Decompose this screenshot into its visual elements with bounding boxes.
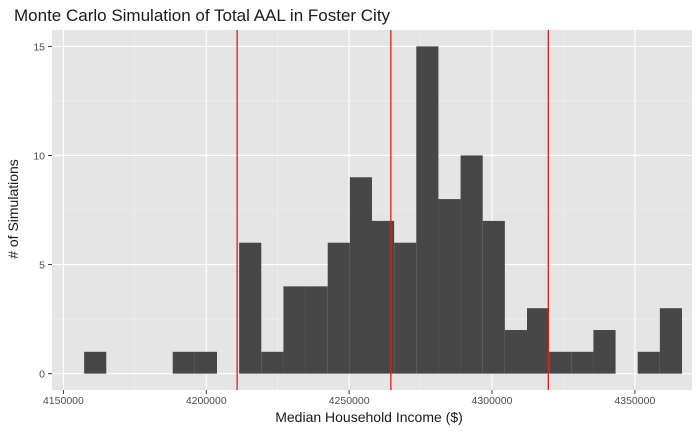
- histogram-bar: [261, 351, 284, 374]
- histogram-bars: [84, 46, 682, 374]
- histogram-bar: [571, 351, 594, 374]
- histogram-bar: [659, 308, 682, 374]
- histogram-bar: [283, 286, 306, 374]
- x-axis-ticks: 4150000 4200000 4250000 4300000 4350000: [43, 390, 655, 407]
- histogram-bar: [239, 242, 262, 374]
- histogram-bar: [460, 155, 483, 374]
- histogram-bar: [549, 351, 572, 374]
- histogram-bar: [416, 46, 439, 374]
- reference-lines: [236, 30, 549, 390]
- histogram-bar: [305, 286, 328, 374]
- histogram-bar: [394, 242, 417, 374]
- y-tick-label: 10: [33, 150, 45, 162]
- x-tick-label: 4150000: [43, 395, 84, 407]
- histogram-bar: [327, 242, 350, 374]
- histogram-bar: [372, 220, 395, 374]
- x-axis-label: Median Household Income ($): [275, 409, 463, 425]
- histogram-bar: [438, 199, 461, 374]
- histogram-bar: [349, 177, 372, 374]
- histogram-bar: [637, 351, 660, 374]
- histogram-bar: [504, 330, 527, 374]
- y-axis-ticks: 0 5 10 15: [33, 41, 52, 381]
- x-tick-label: 4300000: [472, 395, 513, 407]
- y-tick-label: 15: [33, 41, 45, 53]
- y-axis-label: # of Simulations: [5, 159, 21, 259]
- histogram-bar: [172, 351, 195, 374]
- histogram-bar: [527, 308, 550, 374]
- y-tick-label: 5: [39, 260, 45, 272]
- histogram-bar: [593, 330, 616, 374]
- histogram-bar: [194, 351, 217, 374]
- histogram-bar: [482, 220, 505, 374]
- x-tick-label: 4250000: [329, 395, 370, 407]
- x-tick-label: 4200000: [186, 395, 227, 407]
- y-tick-label: 0: [39, 369, 45, 381]
- x-tick-label: 4350000: [614, 395, 655, 407]
- histogram-bar: [84, 351, 107, 374]
- chart-title: Monte Carlo Simulation of Total AAL in F…: [14, 6, 391, 25]
